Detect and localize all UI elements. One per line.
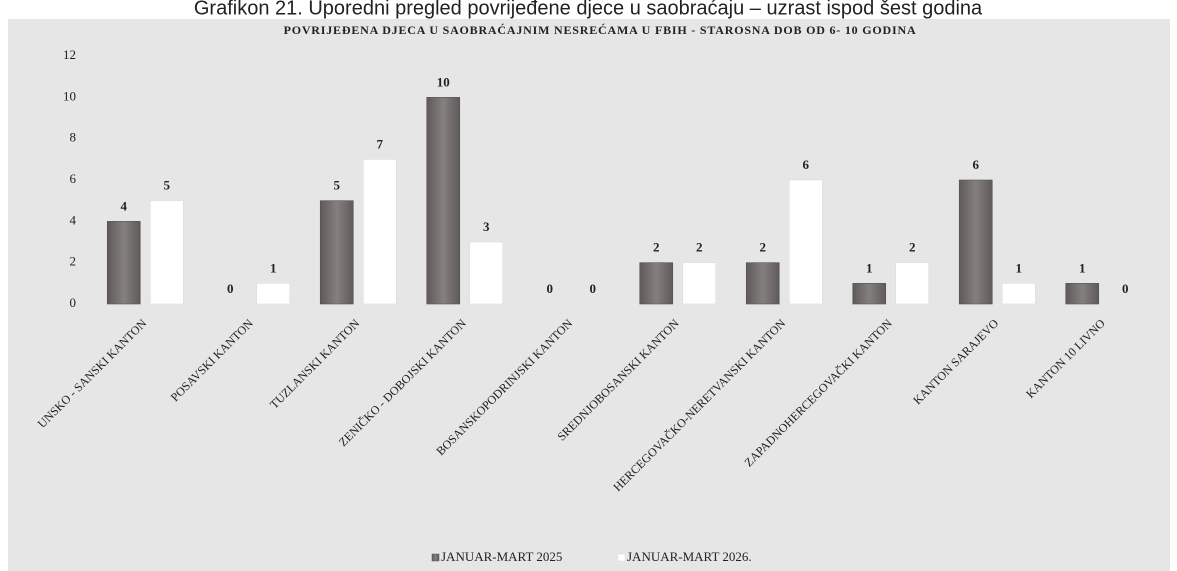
value-label: 5 (164, 178, 171, 193)
bar (1001, 283, 1036, 305)
value-label: 2 (909, 240, 916, 255)
value-label: 0 (590, 281, 597, 296)
legend-swatch (617, 553, 626, 562)
value-label: 0 (547, 281, 554, 296)
value-label: 0 (1122, 281, 1129, 296)
bar (895, 262, 930, 305)
value-label: 4 (121, 198, 128, 213)
y-tick-label: 8 (70, 130, 77, 145)
chart-title: POVRIJEĐENA DJECA U SAOBRAĆAJNIM NESREĆA… (284, 23, 917, 37)
bar (852, 283, 887, 305)
legend-swatch (431, 553, 440, 562)
value-label: 1 (1016, 260, 1023, 275)
bar (106, 221, 141, 305)
value-label: 5 (334, 178, 341, 193)
y-tick-label: 4 (70, 212, 77, 227)
value-label: 1 (1079, 260, 1086, 275)
value-label: 10 (437, 74, 450, 89)
value-label: 2 (653, 240, 660, 255)
bar (469, 241, 504, 305)
value-label: 1 (270, 260, 277, 275)
value-label: 3 (483, 219, 490, 234)
value-label: 0 (227, 281, 234, 296)
caption: Grafikon 21. Uporedni pregled povrijeđen… (194, 0, 983, 19)
bar (745, 262, 780, 305)
value-label: 6 (803, 157, 810, 172)
y-tick-label: 12 (63, 47, 76, 62)
bar (426, 97, 461, 305)
value-label: 7 (377, 136, 384, 151)
bar (1065, 283, 1100, 305)
value-label: 2 (696, 240, 703, 255)
y-tick-label: 6 (70, 171, 77, 186)
legend-label: JANUAR-MART 2026. (627, 549, 752, 564)
y-tick-label: 10 (63, 88, 76, 103)
value-label: 1 (866, 260, 873, 275)
value-label: 2 (760, 240, 767, 255)
bar (149, 200, 184, 305)
bar (639, 262, 674, 305)
value-label: 6 (973, 157, 980, 172)
y-tick-label: 0 (70, 295, 77, 310)
bar (682, 262, 717, 305)
bar (319, 200, 354, 305)
bar (362, 159, 397, 305)
bar (256, 283, 291, 305)
bar (958, 179, 993, 305)
bar (788, 179, 823, 305)
y-tick-label: 2 (70, 254, 77, 269)
legend-label: JANUAR-MART 2025 (441, 549, 562, 564)
